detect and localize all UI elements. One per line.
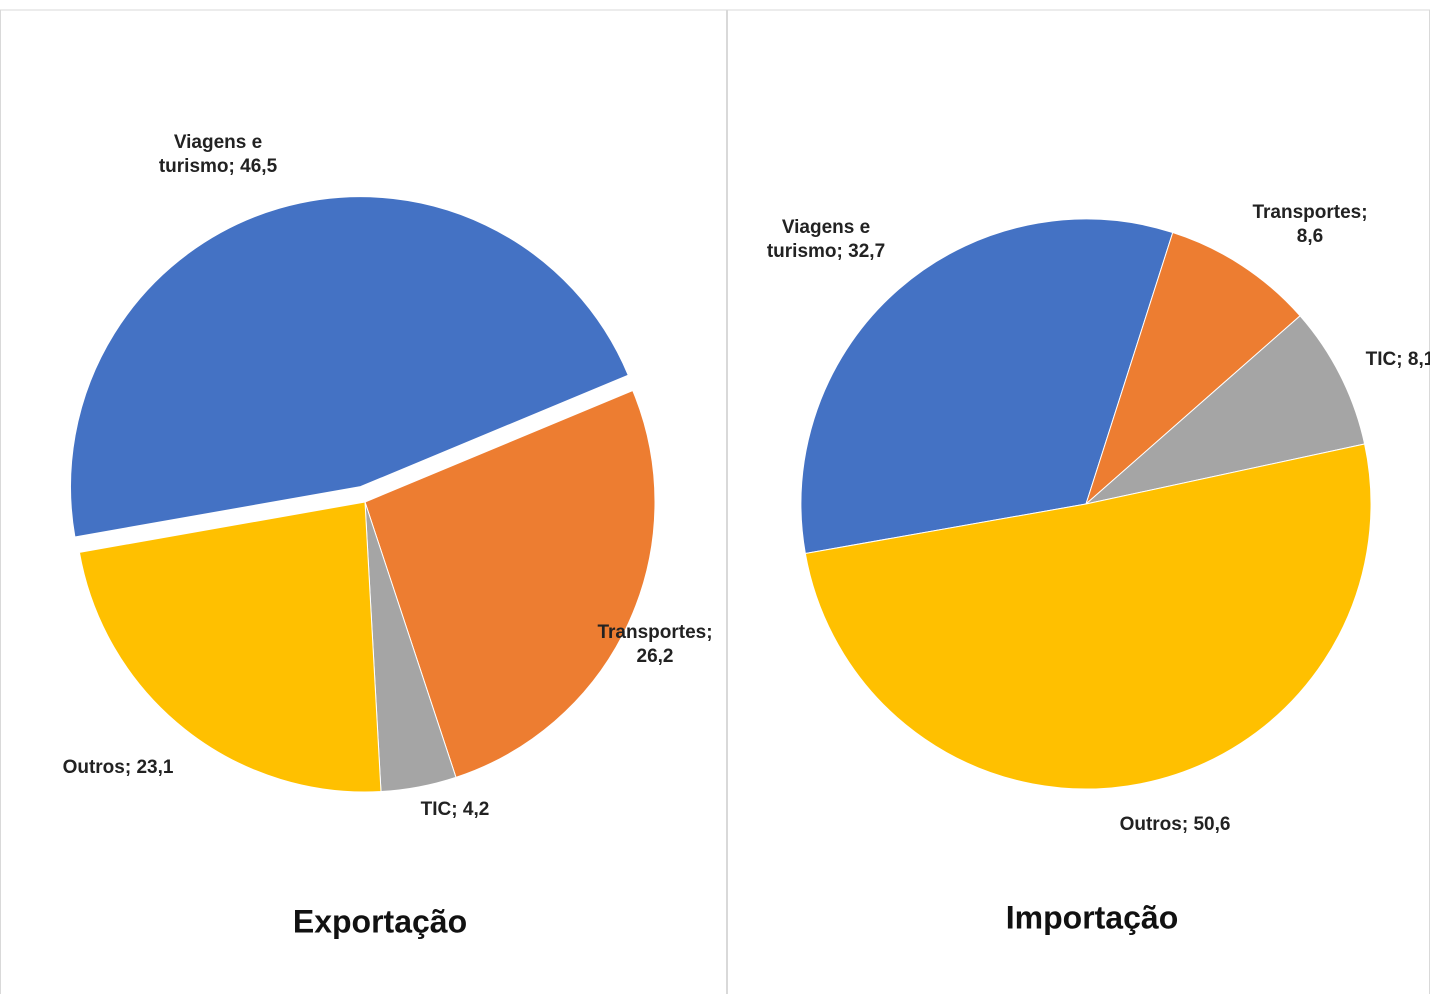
label-separator: ; [836, 241, 849, 262]
pie-slice [70, 196, 629, 538]
label-category: Viagens e turismo [158, 132, 263, 177]
data-label: Transportes; 26,2 [590, 621, 720, 669]
pie-slice [804, 443, 1372, 790]
chart-title: Importação [1005, 899, 1179, 936]
label-value: 50,6 [1193, 814, 1231, 835]
chart-title: Exportação [292, 903, 468, 940]
label-category: Outros [1119, 814, 1182, 835]
label-value: 8,6 [1296, 226, 1324, 247]
label-value: 26,2 [636, 646, 674, 667]
label-value: 23,1 [136, 757, 174, 778]
data-label: Transportes; 8,6 [1245, 201, 1375, 249]
label-separator: ; [1396, 349, 1408, 370]
data-label: Outros; 23,1 [53, 756, 183, 780]
label-category: TIC [1365, 349, 1397, 370]
data-label: Outros; 50,6 [1110, 813, 1240, 837]
data-label: Viagens e turismo; 46,5 [153, 131, 283, 179]
label-value: 4,2 [462, 799, 490, 820]
pie-slice [78, 501, 382, 793]
label-category: Outros [62, 757, 125, 778]
pie-slice [800, 218, 1174, 555]
label-category: TIC [420, 799, 452, 820]
label-separator: ; [1181, 814, 1194, 835]
pie-slice [1084, 231, 1301, 506]
data-label: TIC; 4,2 [390, 798, 520, 822]
data-label: Viagens e turismo; 32,7 [761, 216, 891, 264]
label-separator: ; [124, 757, 137, 778]
pie-slice [364, 389, 656, 778]
label-separator: ; [1361, 202, 1368, 223]
data-label: TIC; 8,1 [1335, 348, 1430, 372]
label-category: Transportes [597, 622, 707, 643]
label-value: 32,7 [848, 241, 886, 262]
label-value: 46,5 [240, 156, 278, 177]
label-separator: ; [228, 156, 241, 177]
label-separator: ; [451, 799, 463, 820]
label-category: Viagens e turismo [766, 217, 871, 262]
label-separator: ; [706, 622, 713, 643]
label-category: Transportes [1252, 202, 1362, 223]
pie-slice [1084, 315, 1366, 505]
label-value: 8,1 [1407, 349, 1430, 370]
